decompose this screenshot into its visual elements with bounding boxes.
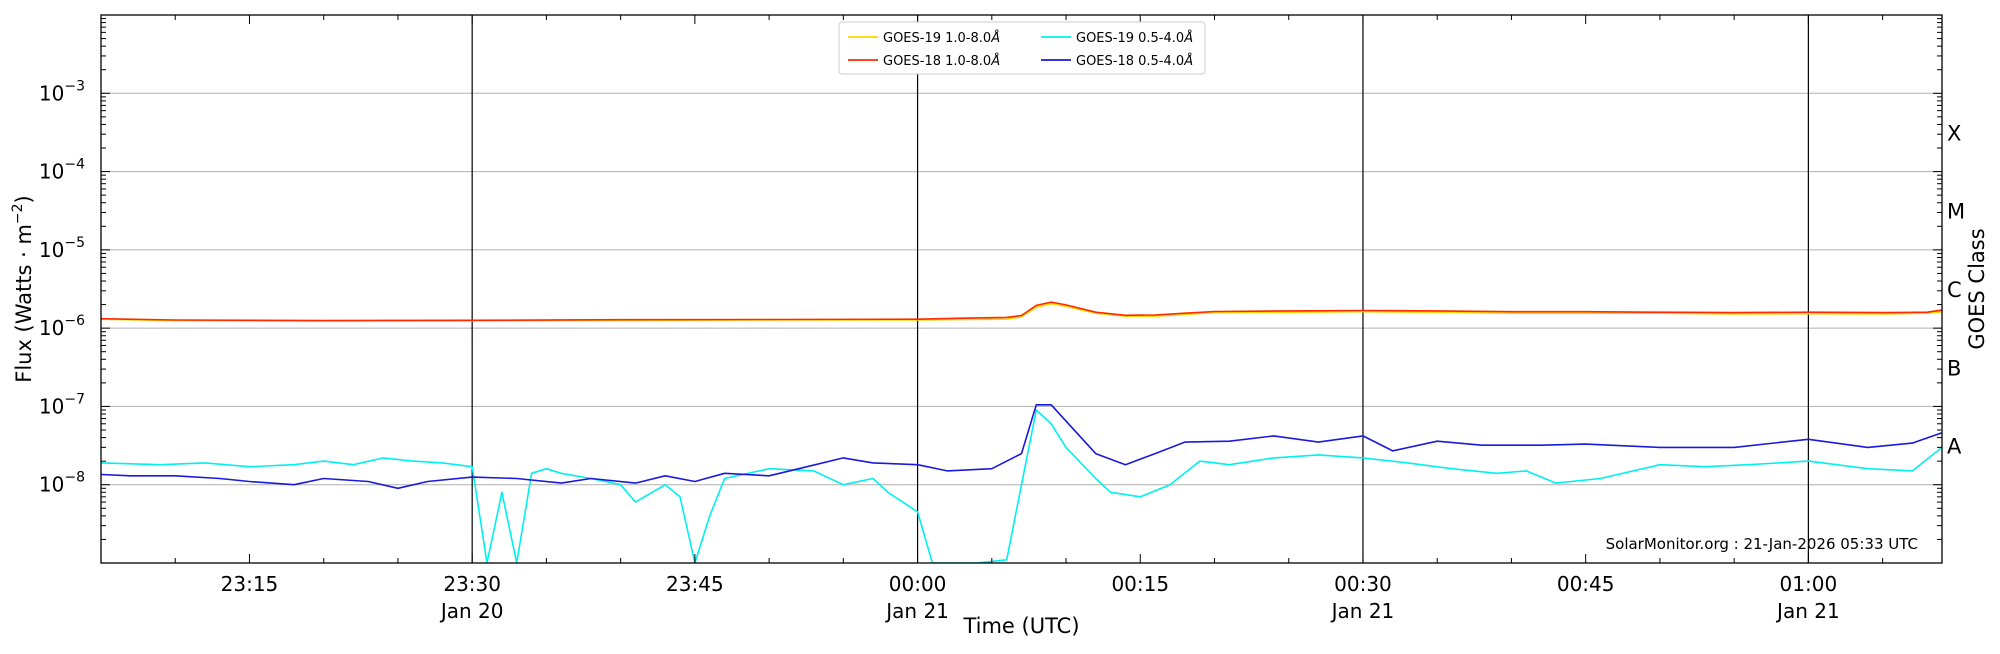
- y-tick-exponent: −6: [64, 313, 85, 329]
- x-tick-label-3: 00:00: [889, 572, 947, 596]
- legend-unit-angstrom: Å: [1183, 30, 1193, 46]
- goes-class-label-c: C: [1947, 278, 1962, 302]
- y-tick-exponent: −7: [64, 391, 85, 407]
- x-tick-label-7: 01:00: [1780, 572, 1838, 596]
- y-axis-title-part-1: −2: [10, 203, 26, 224]
- x-tick-label-1: 23:30: [443, 572, 501, 596]
- y-tick-label-5: 10−3: [39, 78, 85, 105]
- x-tick-date-label-7: Jan 21: [1775, 599, 1840, 623]
- y-tick-base: 10: [39, 238, 64, 262]
- goes-class-label-m: M: [1947, 200, 1965, 224]
- y-tick-label-2: 10−6: [39, 313, 85, 340]
- plot-frame: [100, 14, 1943, 564]
- legend-series-name: GOES-19 1.0-8.0: [883, 31, 991, 46]
- y-tick-exponent: −5: [64, 235, 85, 251]
- x-tick-label-6: 00:45: [1557, 572, 1615, 596]
- legend-box: [838, 21, 1206, 75]
- legend-unit-angstrom: Å: [1183, 53, 1193, 69]
- legend-label-2: GOES-19 0.5-4.0Å: [1076, 30, 1193, 46]
- goes-class-label-b: B: [1947, 356, 1961, 380]
- x-tick-label-4: 00:15: [1111, 572, 1169, 596]
- y-axis-title: Flux (Watts · m−2): [10, 195, 36, 383]
- y-axis-title-part-0: Flux (Watts · m: [12, 224, 36, 383]
- legend-series-name: GOES-18 0.5-4.0: [1076, 54, 1184, 69]
- y-tick-base: 10: [39, 473, 64, 497]
- legend-label-1: GOES-18 1.0-8.0Å: [883, 53, 1000, 69]
- series-line-1: [101, 301, 1942, 322]
- right-axis-title: GOES Class: [1965, 228, 1989, 349]
- x-tick-date-label-1: Jan 20: [439, 599, 504, 623]
- series-line-3: [101, 403, 1942, 490]
- goes-class-label-x: X: [1947, 121, 1961, 145]
- legend-series-name: GOES-19 0.5-4.0: [1076, 31, 1184, 46]
- y-axis-title-part-2: ): [12, 195, 36, 203]
- y-tick-exponent: −3: [64, 78, 85, 94]
- x-tick-label-5: 00:30: [1334, 572, 1392, 596]
- y-tick-label-0: 10−8: [39, 470, 85, 497]
- y-tick-exponent: −8: [64, 470, 85, 486]
- y-tick-base: 10: [39, 160, 64, 184]
- x-tick-date-label-5: Jan 21: [1330, 599, 1395, 623]
- legend-label-3: GOES-18 0.5-4.0Å: [1076, 53, 1193, 69]
- x-tick-date-label-3: Jan 21: [884, 599, 949, 623]
- y-tick-exponent: −4: [64, 157, 85, 173]
- legend-unit-angstrom: Å: [990, 30, 1000, 46]
- y-tick-label-3: 10−5: [39, 235, 85, 262]
- y-tick-base: 10: [39, 394, 64, 418]
- x-tick-label-0: 23:15: [221, 572, 279, 596]
- credit-text: SolarMonitor.org : 21-Jan-2026 05:33 UTC: [1606, 535, 1918, 553]
- x-axis-title: Time (UTC): [962, 614, 1079, 638]
- y-tick-base: 10: [39, 316, 64, 340]
- legend-unit-angstrom: Å: [990, 53, 1000, 69]
- x-tick-label-2: 23:45: [666, 572, 724, 596]
- legend-label-0: GOES-19 1.0-8.0Å: [883, 30, 1000, 46]
- y-tick-base: 10: [39, 81, 64, 105]
- y-tick-label-1: 10−7: [39, 391, 85, 418]
- series-line-2: [101, 409, 1942, 563]
- y-tick-label-4: 10−4: [39, 157, 85, 184]
- legend-series-name: GOES-18 1.0-8.0: [883, 54, 991, 69]
- goes-class-label-a: A: [1947, 435, 1962, 459]
